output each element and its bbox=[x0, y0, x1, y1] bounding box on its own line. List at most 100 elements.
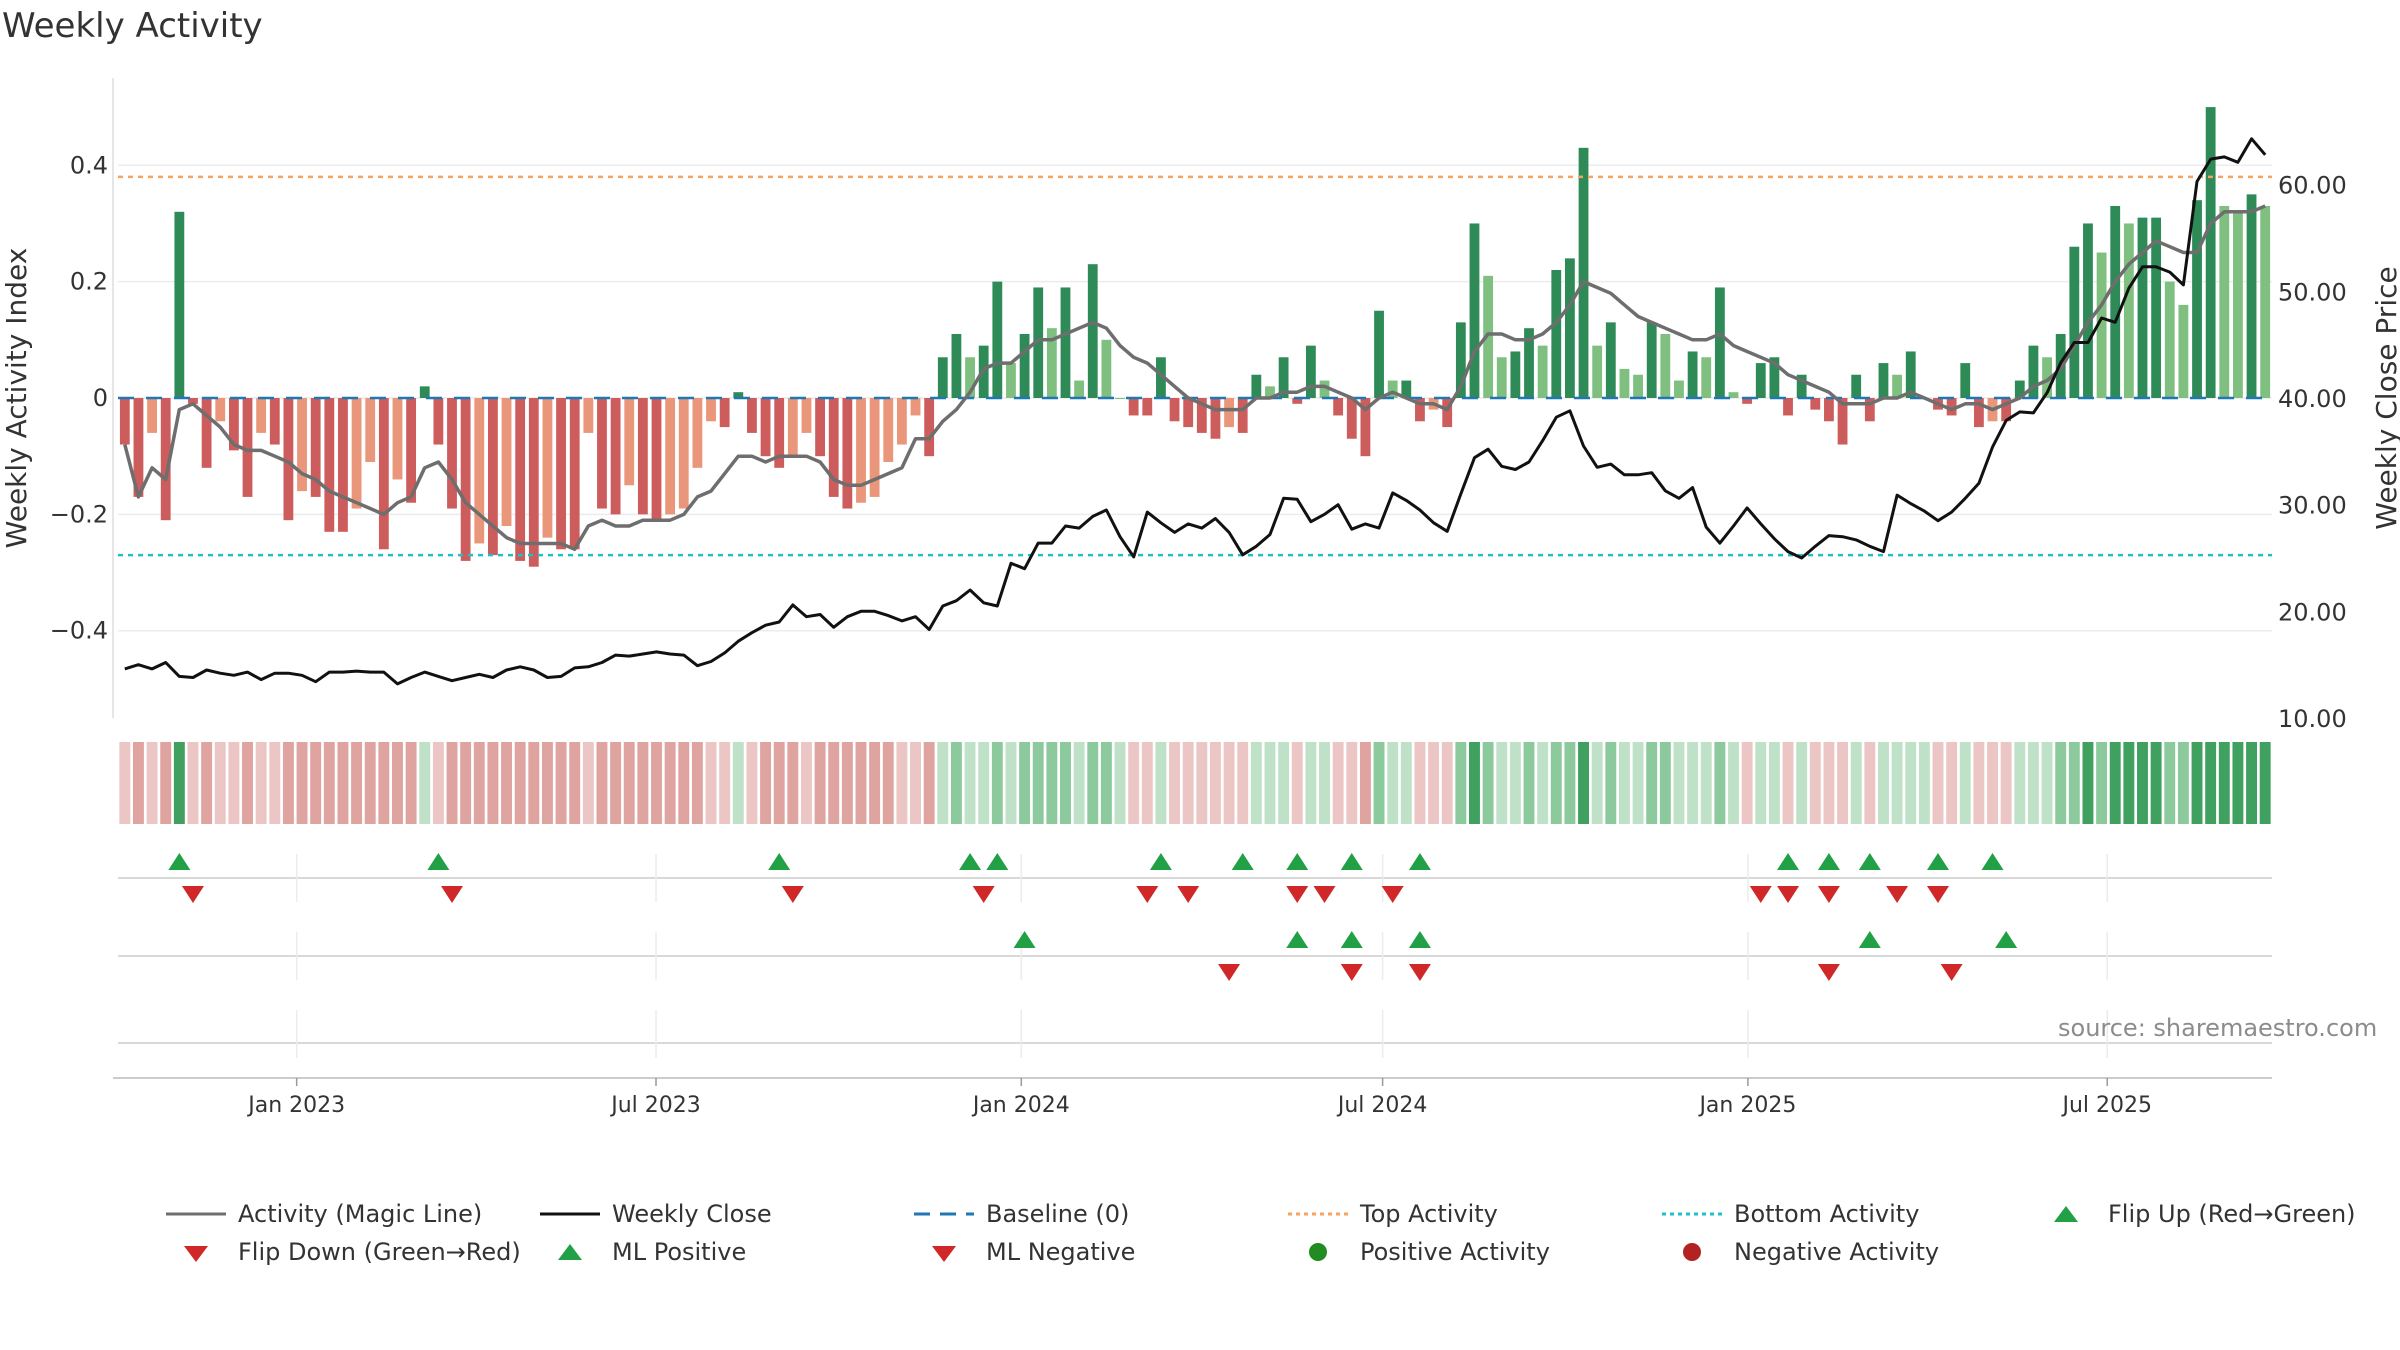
activity-bar bbox=[1060, 287, 1071, 398]
activity-bar bbox=[1319, 380, 1330, 398]
legend-magic-line-swatch bbox=[166, 1212, 226, 1216]
activity-bar bbox=[1755, 363, 1766, 398]
heat-strip-cell bbox=[569, 742, 581, 824]
text-layer: 0.4 0.2 0 −0.2 −0.4 60.00 50.00 40.00 30.00 20.00… bbox=[0, 151, 2400, 1118]
flip-down-marker bbox=[1886, 886, 1909, 903]
legend-label: ML Negative bbox=[986, 1238, 1136, 1266]
heat-strip-cell bbox=[773, 742, 785, 824]
heat-strip-cell bbox=[514, 742, 526, 824]
heat-strip-cell bbox=[1237, 742, 1249, 824]
legend-label: Bottom Activity bbox=[1734, 1200, 1920, 1228]
legend-item-positive-activity: Positive Activity bbox=[1288, 1238, 1550, 1266]
activity-bar bbox=[2219, 206, 2230, 398]
legend-top-swatch bbox=[1288, 1212, 1348, 1216]
flip-down-marker bbox=[181, 886, 204, 903]
heat-strip-cell bbox=[2055, 742, 2067, 824]
heat-strip-cell bbox=[637, 742, 649, 824]
activity-bar bbox=[760, 398, 771, 457]
legend-label: Top Activity bbox=[1360, 1200, 1498, 1228]
heat-strip-cell bbox=[1264, 742, 1276, 824]
activity-bar bbox=[1128, 398, 1139, 416]
activity-bar bbox=[1496, 357, 1507, 398]
flip-up-marker bbox=[768, 853, 791, 870]
activity-bar bbox=[2205, 107, 2216, 398]
activity-bar bbox=[351, 398, 362, 509]
legend-item-flip-down: Flip Down (Green→Red) bbox=[166, 1238, 521, 1266]
activity-bar bbox=[1101, 339, 1112, 398]
legend-item-flip-up: Flip Up (Red→Green) bbox=[2036, 1200, 2356, 1228]
heat-strip-cell bbox=[896, 742, 908, 824]
heat-strip-cell bbox=[2068, 742, 2080, 824]
heat-strip-cell bbox=[337, 742, 349, 824]
heat-strip-cell bbox=[1100, 742, 1112, 824]
heat-strip-cell bbox=[487, 742, 499, 824]
flip-down-marker bbox=[781, 886, 804, 903]
ml-positive-marker bbox=[1995, 931, 2018, 948]
activity-bar bbox=[1769, 357, 1780, 398]
ml-positive-marker bbox=[1858, 931, 1881, 948]
heat-strip-cell bbox=[869, 742, 881, 824]
y-left-tick-label: −0.4 bbox=[50, 617, 108, 645]
heat-strip-cell bbox=[351, 742, 363, 824]
ml-positive-marker bbox=[1340, 931, 1363, 948]
activity-bar bbox=[1878, 363, 1889, 398]
weekly-close-line bbox=[124, 137, 2267, 686]
y-right-tick-label: 30.00 bbox=[2278, 492, 2347, 520]
heat-strip-cell bbox=[1837, 742, 1849, 824]
activity-bar bbox=[815, 398, 826, 457]
heat-strip-cell bbox=[1987, 742, 1998, 824]
activity-bar bbox=[147, 398, 157, 433]
heat-strip-cell bbox=[746, 742, 758, 824]
activity-bar bbox=[1701, 357, 1712, 398]
flip-up-marker bbox=[168, 853, 191, 870]
activity-bar bbox=[528, 398, 539, 567]
magic-line bbox=[123, 204, 2266, 552]
activity-bar bbox=[447, 398, 457, 509]
ml-negative-marker bbox=[1218, 964, 1241, 981]
activity-bar bbox=[1851, 374, 1862, 398]
heat-strip-cell bbox=[828, 742, 840, 824]
flip-down-marker bbox=[1926, 886, 1949, 903]
activity-bar bbox=[1633, 374, 1643, 398]
heat-strip-cell bbox=[801, 742, 812, 824]
heat-strip-cell bbox=[242, 742, 253, 824]
activity-bar bbox=[896, 398, 907, 445]
heat-strip-cell bbox=[1346, 742, 1358, 824]
heat-strip-cell bbox=[719, 742, 731, 824]
activity-bar bbox=[188, 398, 198, 404]
heat-strip-cell bbox=[419, 742, 431, 824]
activity-bar bbox=[1646, 322, 1657, 398]
ml-positive-marker bbox=[1408, 931, 1431, 948]
heat-strip-cell bbox=[1768, 742, 1780, 824]
activity-bar bbox=[1742, 398, 1753, 404]
activity-bar bbox=[1033, 287, 1044, 398]
heat-strip-cell bbox=[119, 742, 131, 824]
heat-strip-cell bbox=[282, 742, 294, 824]
activity-bar bbox=[787, 398, 798, 457]
heat-strip-cell bbox=[446, 742, 458, 824]
activity-bar bbox=[1346, 398, 1357, 439]
flip-up-marker bbox=[427, 853, 450, 870]
heat-strip-cell bbox=[460, 742, 472, 824]
legend-item-bottom-activity: Bottom Activity bbox=[1662, 1200, 1919, 1228]
y-left-axis-title: Weekly Activity Index bbox=[0, 248, 33, 549]
activity-bar bbox=[1374, 310, 1384, 398]
flip-down-marker bbox=[1817, 886, 1840, 903]
activity-bar bbox=[569, 398, 580, 550]
x-tick-label: Jul 2025 bbox=[2060, 1093, 2152, 1118]
y-right-tick-label: 40.00 bbox=[2278, 385, 2347, 413]
legend: Activity (Magic Line) Weekly Close Basel… bbox=[0, 1200, 2400, 1290]
heat-strip-cell bbox=[1618, 742, 1630, 824]
heat-strip-cell bbox=[2109, 742, 2121, 824]
heat-strip-cell bbox=[541, 742, 553, 824]
flip-down-marker bbox=[1313, 886, 1336, 903]
activity-bar bbox=[1019, 334, 1030, 398]
heat-strip-cell bbox=[1864, 742, 1876, 824]
heat-strip-cell bbox=[1523, 742, 1535, 824]
flip-up-marker bbox=[1408, 853, 1431, 870]
flip-down-marker bbox=[1286, 886, 1309, 903]
heat-strip-cell bbox=[228, 742, 240, 824]
activity-bar bbox=[1837, 398, 1848, 445]
activity-bar bbox=[1592, 345, 1603, 398]
